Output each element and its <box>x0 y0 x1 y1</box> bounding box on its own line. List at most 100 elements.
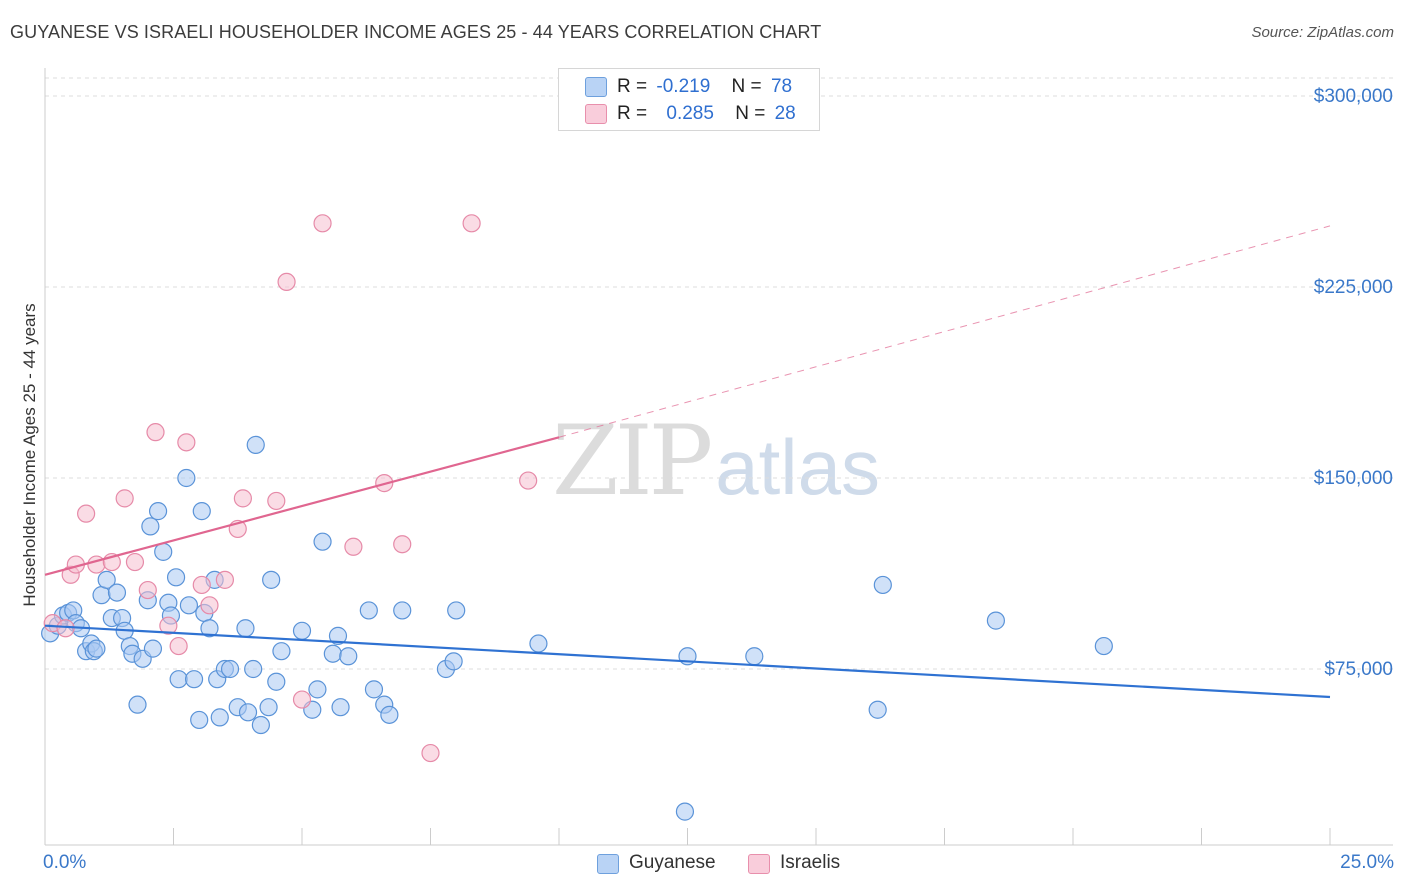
source-label: Source: ZipAtlas.com <box>1251 24 1394 41</box>
guyanese-point <box>1094 636 1113 656</box>
r-label: R = <box>617 76 648 97</box>
guyanese-point <box>745 647 764 666</box>
legend-swatch-blue <box>597 854 619 874</box>
israelis-point <box>146 423 165 442</box>
watermark-atlas: atlas <box>715 423 880 511</box>
r-value: -0.219 <box>656 76 711 97</box>
guyanese-point <box>292 621 312 640</box>
guyanese-point <box>447 601 466 620</box>
guyanese-point <box>244 659 263 679</box>
guyanese-trend-line <box>44 624 1331 699</box>
n-label: N = <box>731 76 762 97</box>
guyanese-point <box>236 619 255 638</box>
israelis-point <box>233 489 252 508</box>
n-value: 28 <box>774 103 796 124</box>
israelis-point <box>177 433 196 452</box>
guyanese-point <box>380 705 399 724</box>
n-label: N = <box>735 103 766 124</box>
guyanese-point <box>262 570 281 589</box>
israelis-point <box>267 491 286 511</box>
guyanese-point <box>323 644 342 663</box>
guyanese-point <box>192 502 211 521</box>
y-tick-label: $75,000 <box>1324 659 1393 680</box>
guyanese-point <box>251 715 270 735</box>
guyanese-point <box>154 542 173 561</box>
israelis-point <box>462 214 481 233</box>
guyanese-point <box>177 468 196 488</box>
israelis-point <box>138 580 157 600</box>
israelis-trend-line <box>44 436 560 576</box>
guyanese-point <box>246 435 265 454</box>
guyanese-point <box>272 642 291 661</box>
guyanese-point <box>190 710 209 730</box>
guyanese-point <box>210 708 229 727</box>
guyanese-point <box>259 698 278 717</box>
guyanese-point <box>364 680 384 699</box>
guyanese-point <box>87 639 106 658</box>
israelis-point <box>77 504 96 523</box>
guyanese-point <box>184 670 204 689</box>
guyanese-point <box>339 647 358 666</box>
y-tick-label: $300,000 <box>1313 86 1393 107</box>
israelis-point <box>292 690 312 709</box>
guyanese-point <box>220 659 240 679</box>
legend-label: Guyanese <box>629 852 716 873</box>
israelis-point <box>344 537 363 556</box>
legend-swatch-pink <box>748 854 770 874</box>
guyanese-point <box>128 695 147 714</box>
watermark: ZIPatlas <box>552 405 880 517</box>
r-label: R = <box>617 103 648 124</box>
y-tick-label: $225,000 <box>1313 277 1393 298</box>
guyanese-point <box>331 698 350 717</box>
israelis-point <box>215 570 234 589</box>
guyanese-point <box>675 802 695 821</box>
guyanese-point <box>166 568 186 587</box>
guyanese-point <box>143 639 163 658</box>
watermark-zip: ZIP <box>552 405 713 517</box>
n-value: 78 <box>770 76 793 97</box>
x-tick-label: 25.0% <box>1340 852 1394 873</box>
israelis-point <box>519 471 538 490</box>
israelis-point <box>125 552 145 572</box>
guyanese-point <box>359 601 378 620</box>
guyanese-point <box>986 611 1006 630</box>
guyanese-point <box>308 680 327 699</box>
guyanese-point <box>141 517 160 536</box>
guyanese-point <box>238 703 258 722</box>
guyanese-point <box>444 652 463 671</box>
guyanese-point <box>393 601 412 620</box>
guyanese-point <box>267 672 286 691</box>
guyanese-point <box>179 596 199 615</box>
guyanese-point <box>868 700 887 719</box>
chart-title: GUYANESE VS ISRAELI HOUSEHOLDER INCOME A… <box>10 22 822 42</box>
israelis-point <box>393 535 412 554</box>
guyanese-point <box>200 619 219 638</box>
legend-swatch-blue <box>585 77 607 97</box>
israelis-point <box>421 743 440 763</box>
guyanese-point <box>313 532 332 551</box>
guyanese-point <box>169 670 188 689</box>
israelis-point <box>115 489 134 508</box>
correlation-legend: R = -0.219 N = 78 R = 0.285 N = 28 <box>558 68 820 131</box>
guyanese-point <box>97 570 116 589</box>
x-tick-label: 0.0% <box>43 852 87 873</box>
israelis-point <box>169 636 188 656</box>
guyanese-point <box>148 502 168 521</box>
guyanese-point <box>107 583 127 602</box>
y-tick-label: $150,000 <box>1313 468 1393 489</box>
israelis-point <box>192 575 211 595</box>
guyanese-point <box>92 586 111 605</box>
israelis-point <box>277 272 296 292</box>
israelis-point <box>200 596 219 615</box>
guyanese-point <box>529 634 548 653</box>
israelis-point <box>313 214 332 233</box>
y-axis-label: Householder Income Ages 25 - 44 years <box>20 303 39 607</box>
legend-swatch-pink <box>585 104 607 124</box>
israelis-point <box>159 616 178 635</box>
legend-label: Israelis <box>780 852 841 873</box>
r-value: 0.285 <box>666 103 714 124</box>
guyanese-point <box>873 575 892 595</box>
israelis-trend-extension <box>558 225 1331 438</box>
guyanese-point <box>328 626 348 645</box>
